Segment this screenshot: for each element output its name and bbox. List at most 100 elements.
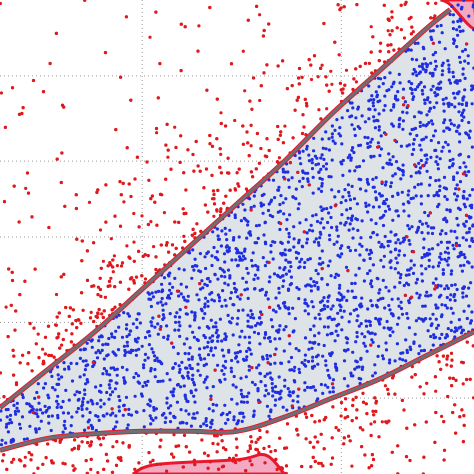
point-s0-1646	[338, 303, 342, 307]
point-s1-1237	[248, 446, 252, 451]
point-s0-2377	[466, 260, 470, 264]
point-s1-999	[215, 450, 219, 454]
point-s0-2089	[314, 163, 318, 167]
point-s0-591	[215, 227, 219, 231]
point-s0-1199	[224, 232, 228, 236]
point-s0-2323	[455, 236, 459, 240]
point-s0-1740	[182, 384, 186, 388]
point-s1-881	[351, 87, 355, 92]
point-s0-1995	[147, 292, 152, 296]
point-s1-1328	[262, 71, 266, 75]
point-s0-122	[297, 238, 301, 242]
point-s1-1023	[132, 281, 136, 285]
point-s0-1715	[283, 248, 287, 252]
point-s0-1057	[242, 415, 246, 419]
point-s0-2321	[102, 357, 106, 361]
point-s1-1207	[224, 124, 228, 128]
point-s0-385	[458, 79, 462, 83]
point-s1-874	[233, 188, 238, 192]
point-s0-1843	[375, 305, 379, 309]
point-s1-1011	[183, 239, 187, 243]
point-s0-1337	[337, 286, 342, 290]
point-s1-1243	[231, 456, 236, 460]
point-s1-955	[158, 445, 162, 449]
point-s0-1017	[438, 232, 443, 236]
point-s0-398	[249, 309, 253, 313]
point-s1-1241	[147, 178, 151, 182]
point-s0-885	[122, 344, 126, 348]
point-s0-584	[324, 147, 328, 151]
point-s0-2158	[392, 103, 396, 107]
point-s0-204	[470, 102, 474, 106]
point-s0-1943	[124, 395, 129, 399]
point-s0-635	[4, 425, 8, 429]
point-s0-610	[451, 91, 456, 95]
point-s1-1321	[159, 243, 163, 247]
point-s0-2161	[234, 247, 238, 251]
point-s0-1558	[442, 217, 446, 222]
point-s0-2296	[401, 351, 405, 355]
point-s1-1096	[181, 465, 185, 469]
point-s0-2152	[373, 363, 377, 367]
point-s1-1043	[344, 397, 348, 401]
point-s0-296	[211, 334, 215, 338]
point-s0-1312	[277, 397, 282, 401]
point-s0-1534	[236, 264, 240, 268]
point-s1-1277	[125, 146, 129, 150]
point-s0-459	[50, 414, 54, 418]
point-s0-593	[401, 202, 406, 206]
point-s0-1445	[385, 161, 389, 165]
point-s1-830	[471, 344, 474, 348]
point-s0-58	[377, 344, 381, 348]
point-s0-1777	[424, 62, 428, 66]
point-s1-1192	[96, 293, 100, 297]
point-s1-1189	[227, 171, 231, 175]
point-s0-997	[171, 285, 175, 289]
point-s0-1205	[297, 241, 301, 245]
point-s1-1310	[199, 229, 203, 233]
point-s0-1128	[357, 266, 361, 270]
point-s0-942	[450, 4, 454, 9]
point-s0-624	[157, 289, 161, 293]
point-s0-2001	[237, 251, 241, 255]
point-s1-869	[276, 137, 280, 141]
point-s1-804	[92, 319, 96, 324]
point-s0-1272	[370, 94, 374, 98]
point-s1-762	[411, 30, 415, 34]
point-s0-1359	[278, 266, 282, 270]
point-s1-667	[258, 98, 262, 103]
point-s0-785	[256, 276, 260, 280]
point-s0-1992	[390, 85, 394, 89]
point-s0-3	[273, 361, 277, 365]
point-s0-964	[219, 274, 224, 278]
point-s1-1055	[305, 104, 309, 108]
point-s0-44	[127, 407, 131, 411]
point-s1-1027	[393, 392, 397, 396]
point-s0-1835	[243, 249, 247, 253]
point-s1-1377	[403, 2, 407, 6]
point-s0-140	[417, 161, 421, 165]
point-s1-900	[208, 460, 212, 464]
point-s0-2281	[318, 236, 322, 240]
point-s0-276	[229, 370, 234, 374]
point-s0-2348	[146, 330, 150, 334]
point-s0-1181	[348, 206, 352, 211]
point-s0-1890	[421, 67, 425, 71]
point-s1-809	[30, 369, 34, 373]
point-s0-2287	[369, 140, 373, 144]
point-s0-268	[446, 143, 450, 147]
point-s0-1692	[281, 284, 285, 288]
point-s0-1838	[410, 82, 414, 86]
point-s0-1600	[321, 307, 325, 312]
point-s0-747	[398, 357, 402, 361]
point-s1-1279	[248, 459, 252, 463]
point-s0-511	[245, 236, 249, 240]
point-s0-463	[463, 76, 467, 80]
point-s0-780	[224, 421, 228, 425]
point-s1-1099	[192, 458, 196, 462]
point-s0-1347	[307, 159, 311, 163]
point-s0-2071	[173, 415, 177, 420]
point-s0-1092	[353, 133, 357, 138]
point-s0-609	[413, 41, 417, 46]
point-s0-1932	[252, 330, 257, 334]
